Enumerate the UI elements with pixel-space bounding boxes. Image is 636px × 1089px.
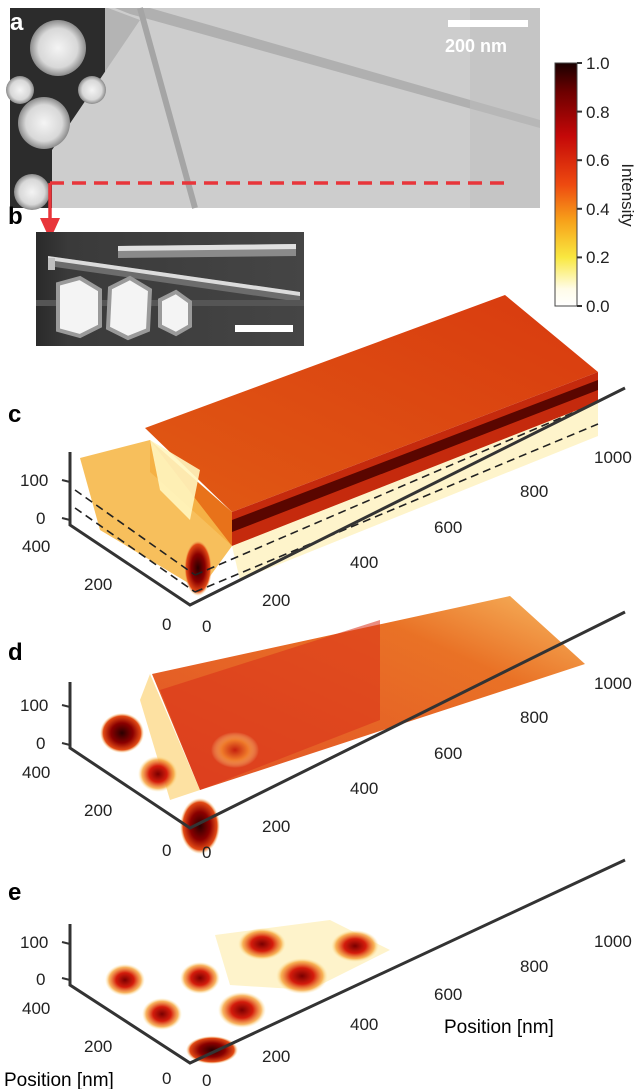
panel-label-a: a	[10, 9, 24, 36]
z-tick-label: 0	[36, 970, 45, 989]
nanoparticle	[14, 174, 50, 210]
x-tick-label: 0	[202, 843, 211, 862]
colorbar-tick-label: 0.4	[586, 200, 610, 219]
colorbar-tick-label: 0.0	[586, 297, 610, 316]
x-tick-label: 0	[202, 617, 211, 636]
x-axis-label: Position [nm]	[444, 1017, 554, 1038]
y-tick-label: 0	[162, 615, 171, 634]
intensity-hotspot	[276, 958, 328, 994]
y-tick-label: 200	[84, 1037, 112, 1056]
intensity-hotspot	[100, 713, 144, 753]
y-tick-label: 400	[22, 537, 50, 556]
intensity-hotspot	[138, 756, 178, 792]
intensity-hotspot	[186, 1036, 238, 1064]
x-tick-label: 400	[350, 779, 378, 798]
intensity-hotspot	[142, 998, 182, 1030]
x-tick-label: 800	[520, 708, 548, 727]
z-axis-e	[68, 858, 626, 1065]
scale-bar-a	[448, 20, 528, 27]
colorbar-tick-label: 0.8	[586, 103, 610, 122]
intensity-hotspot	[331, 930, 379, 962]
nanoparticle	[158, 289, 192, 337]
nanoparticle	[56, 275, 102, 339]
x-tick-label: 600	[434, 518, 462, 537]
colorbar-title: Intensity	[618, 163, 636, 227]
scale-bar-b	[235, 325, 293, 332]
intensity-hotspot	[105, 964, 145, 996]
panel-d: d 100 0 400 200 0 0 200 400 600 800 1000	[8, 596, 632, 862]
x-tick-label: 400	[350, 553, 378, 572]
y-axis-label: Position [nm]	[4, 1070, 114, 1089]
x-tick-label: 600	[434, 985, 462, 1004]
z-tick-label: 100	[20, 696, 48, 715]
z-tick-label: 100	[20, 933, 48, 952]
x-tick-label: 200	[262, 591, 290, 610]
colorbar-tick-label: 0.2	[586, 248, 610, 267]
x-tick-label: 1000	[594, 932, 632, 951]
panel-c: c 100 0 400 200 0 0 200 400 600 800 1000	[8, 295, 632, 636]
x-tick-label: 0	[202, 1071, 211, 1089]
panel-label-e: e	[8, 879, 21, 906]
x-tick-label: 400	[350, 1015, 378, 1034]
nanoparticle	[18, 97, 70, 149]
scale-bar-label-a: 200 nm	[445, 36, 507, 56]
y-tick-label: 200	[84, 801, 112, 820]
panel-a: a 200 nm	[6, 7, 540, 240]
intensity-hotspot	[218, 992, 266, 1028]
x-tick-label: 200	[262, 1047, 290, 1066]
panel-label-c: c	[8, 401, 21, 428]
y-tick-label: 200	[84, 575, 112, 594]
x-tick-label: 600	[434, 744, 462, 763]
y-tick-label: 0	[162, 841, 171, 860]
panel-label-b: b	[8, 203, 23, 230]
nanoparticle	[30, 20, 86, 76]
nanoparticle	[105, 275, 153, 341]
intensity-hotspot	[184, 540, 212, 596]
z-tick-label: 0	[36, 734, 45, 753]
x-tick-label: 1000	[594, 674, 632, 693]
intensity-hotspot	[180, 798, 220, 854]
x-tick-label: 800	[520, 482, 548, 501]
colorbar-tick-label: 0.6	[586, 151, 610, 170]
z-axis-c	[68, 386, 626, 607]
x-tick-label: 200	[262, 817, 290, 836]
colorbar-gradient	[554, 62, 578, 307]
nanoparticle	[6, 76, 34, 104]
cut-arrow-head	[40, 218, 60, 240]
nanoparticle	[78, 76, 106, 104]
panel-b: b	[8, 203, 304, 346]
panel-e: e 100 0 400 200 0 0 200 400 600 800 1000…	[4, 858, 632, 1089]
intensity-hotspot	[238, 928, 286, 960]
y-tick-label: 400	[22, 999, 50, 1018]
colorbar: 1.0 0.8 0.6 0.4 0.2 0.0 Intensity	[554, 54, 636, 316]
y-tick-label: 0	[162, 1069, 171, 1088]
z-tick-label: 0	[36, 509, 45, 528]
panel-label-d: d	[8, 639, 23, 666]
colorbar-tick-label: 1.0	[586, 54, 610, 73]
z-tick-label: 100	[20, 471, 48, 490]
y-tick-label: 400	[22, 763, 50, 782]
intensity-hotspot	[180, 962, 220, 994]
x-tick-label: 800	[520, 957, 548, 976]
z-axis-d	[68, 610, 626, 830]
x-tick-label: 1000	[594, 448, 632, 467]
colorbar-ticks	[577, 62, 582, 307]
plate-top-c	[145, 295, 598, 512]
